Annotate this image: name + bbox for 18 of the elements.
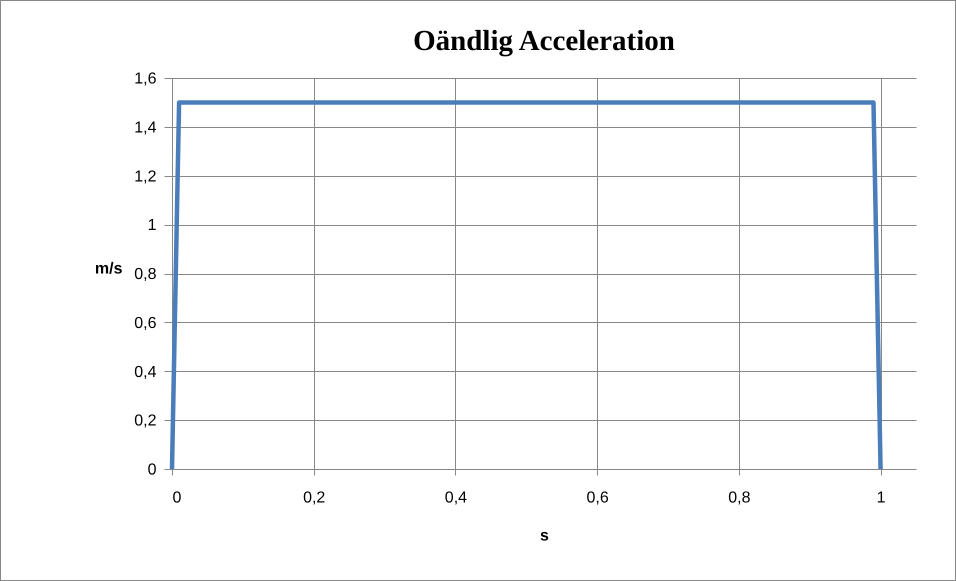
x-tick-label: 0,6 bbox=[586, 490, 609, 506]
y-tick-label: 0,8 bbox=[134, 266, 157, 283]
y-tick-label: 0 bbox=[148, 462, 157, 478]
y-tick-label: 1,2 bbox=[134, 168, 157, 186]
y-tick-label: 1,6 bbox=[134, 70, 157, 88]
chart-title: Oändlig Acceleration bbox=[413, 25, 675, 57]
y-axis-title: m/s bbox=[94, 260, 123, 278]
x-axis-title: s bbox=[540, 528, 550, 544]
y-tick-label: 0,4 bbox=[134, 364, 157, 381]
y-tick-label: 1,4 bbox=[134, 119, 157, 136]
x-tick-label: 0 bbox=[172, 490, 182, 506]
x-tick-label: 0,8 bbox=[728, 490, 751, 506]
y-tick-label: 0,6 bbox=[134, 314, 157, 332]
x-tick-label: 1 bbox=[876, 490, 886, 506]
x-tick-label: 0,4 bbox=[444, 490, 468, 506]
y-tick-label: 1 bbox=[148, 217, 157, 234]
y-tick-label: 0,2 bbox=[134, 412, 157, 430]
x-tick-label: 0,2 bbox=[303, 490, 326, 506]
